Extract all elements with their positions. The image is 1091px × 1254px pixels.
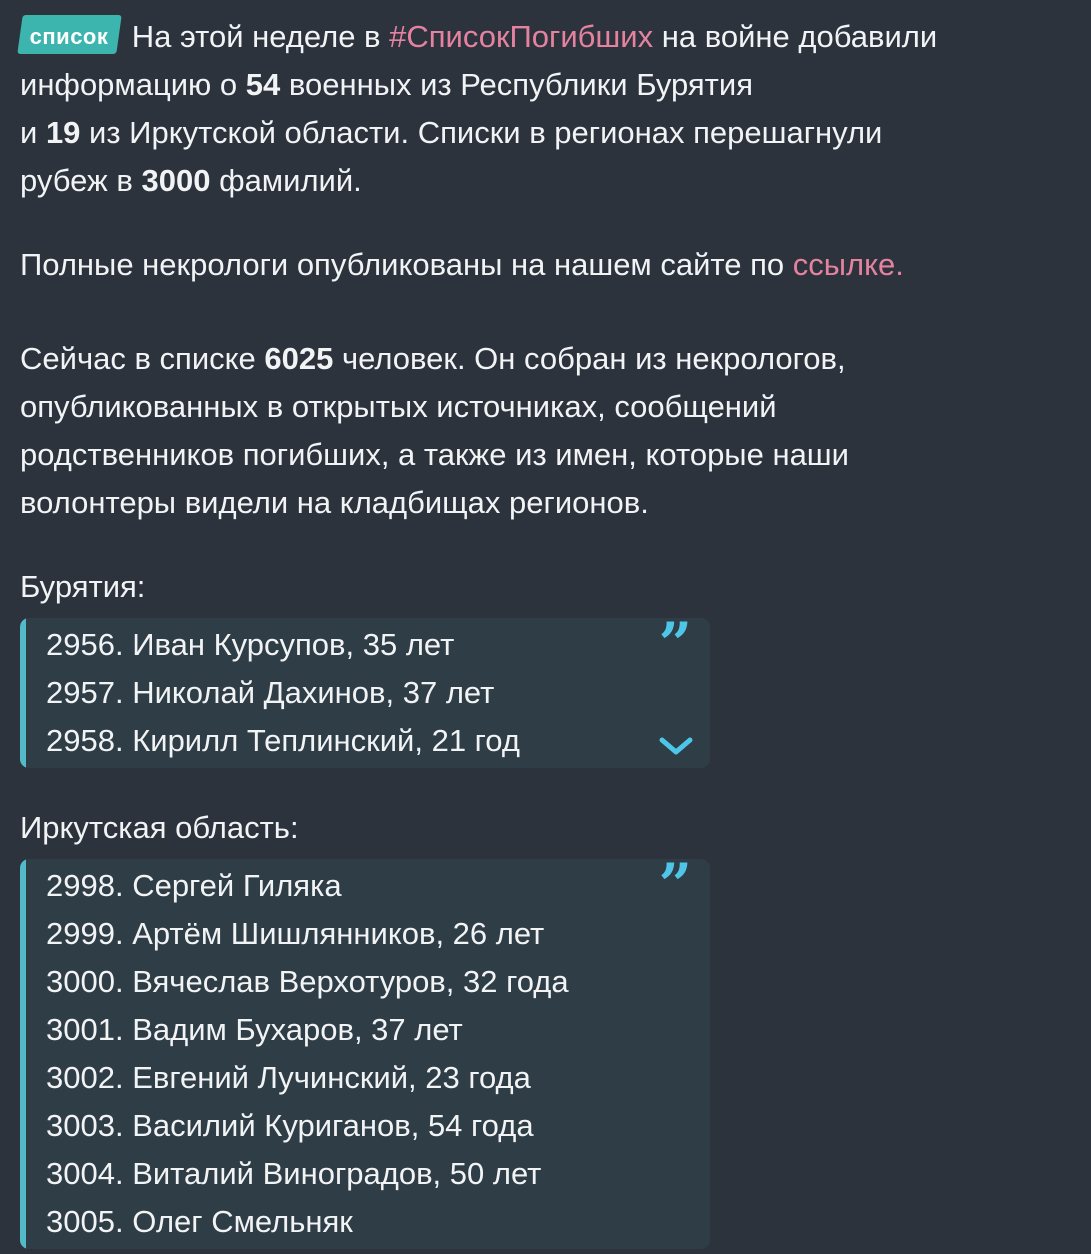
text-segment: фамилий. [210,163,362,198]
quote-row: 3000. Вячеслав Верхотуров, 32 года [46,964,569,999]
text-segment: и [20,115,46,150]
text-segment: 6025 [264,341,334,376]
text-line: рубеж в 3000 фамилий. [20,157,1071,205]
list-badge: список [17,15,122,54]
quote-row: 2957. Николай Дахинов, 37 лет [46,675,495,710]
section-heading-irkutsk: Иркутская область: [20,810,299,845]
text-line: родственников погибших, а также из имен,… [20,431,1071,479]
quote-row: 3004. Виталий Виноградов, 50 лет [46,1156,542,1191]
intro-lines: информацию о 54 военных из Республики Бу… [20,61,1071,205]
text-segment: информацию о [20,67,246,102]
intro-line-1-text: На этой неделе в #СписокПогибших на войн… [132,19,937,54]
text-segment: волонтеры видели на кладбищах регионов. [20,485,649,520]
intro-line-1: список На этой неделе в #СписокПогибших н… [17,13,1071,61]
text-segment: Сейчас в списке [20,341,265,376]
hashtag-link[interactable]: #СписокПогибших [389,19,654,54]
text-segment: Полные некрологи опубликованы на нашем с… [20,247,793,282]
text-line: информацию о 54 военных из Республики Бу… [20,61,1071,109]
chevron-down-icon[interactable] [656,735,696,759]
quote-row: 3002. Евгений Лучинский, 23 года [46,1060,531,1095]
text-line: и 19 из Иркутской области. Списки в реги… [20,109,1071,157]
text-segment: военных из Республики Бурятия [280,67,753,102]
intro-paragraph: список На этой неделе в #СписокПогибших н… [17,13,1071,205]
quote-row: 2956. Иван Курсупов, 35 лет [46,627,455,662]
text-segment: 3000 [141,163,211,198]
text-segment: родственников погибших, а также из имен,… [20,437,849,472]
text-segment: 54 [245,67,281,102]
quote-rows-irkutsk: 2998. Сергей Гиляка 2999. Артём Шишлянник… [46,862,690,1246]
quote-rows-buryatia: 2956. Иван Курсупов, 35 лет 2957. Николай… [46,621,690,765]
text-line: Полные некрологи опубликованы на нашем с… [20,241,1071,289]
text-segment: На этой неделе в [131,19,390,54]
text-line: опубликованных в открытых источниках, со… [20,383,1071,431]
quote-row: 3003. Василий Куриганов, 54 года [46,1108,534,1143]
quote-row: 2998. Сергей Гиляка [46,868,342,903]
site-link[interactable]: ссылке. [792,247,904,282]
list-badge-label: список [29,24,109,49]
quote-row: 2958. Кирилл Теплинский, 21 год [46,723,520,758]
text-segment: опубликованных в открытых источниках, со… [20,389,777,424]
quote-block-irkutsk[interactable]: 2998. Сергей Гиляка 2999. Артём Шишлянник… [20,859,710,1249]
quote-row: 3005. Олег Смельняк [46,1204,353,1239]
quote-block-buryatia[interactable]: 2956. Иван Курсупов, 35 лет 2957. Николай… [20,618,710,768]
quote-row: 2999. Артём Шишлянников, 26 лет [46,916,545,951]
text-segment: человек. Он собран из некрологов, [333,341,846,376]
text-line: волонтеры видели на кладбищах регионов. [20,479,1071,527]
text-segment: из Иркутской области. Списки в регионах … [80,115,883,150]
summary-paragraph: Сейчас в списке 6025 человек. Он собран … [20,335,1071,527]
section-heading-buryatia: Бурятия: [20,569,146,604]
text-segment: рубеж в [20,163,142,198]
text-segment: на войне добавили [653,19,938,54]
obituaries-paragraph: Полные некрологи опубликованы на нашем с… [20,241,1071,289]
text-line: Сейчас в списке 6025 человек. Он собран … [20,335,1071,383]
quote-row: 3001. Вадим Бухаров, 37 лет [46,1012,463,1047]
text-segment: 19 [45,115,81,150]
